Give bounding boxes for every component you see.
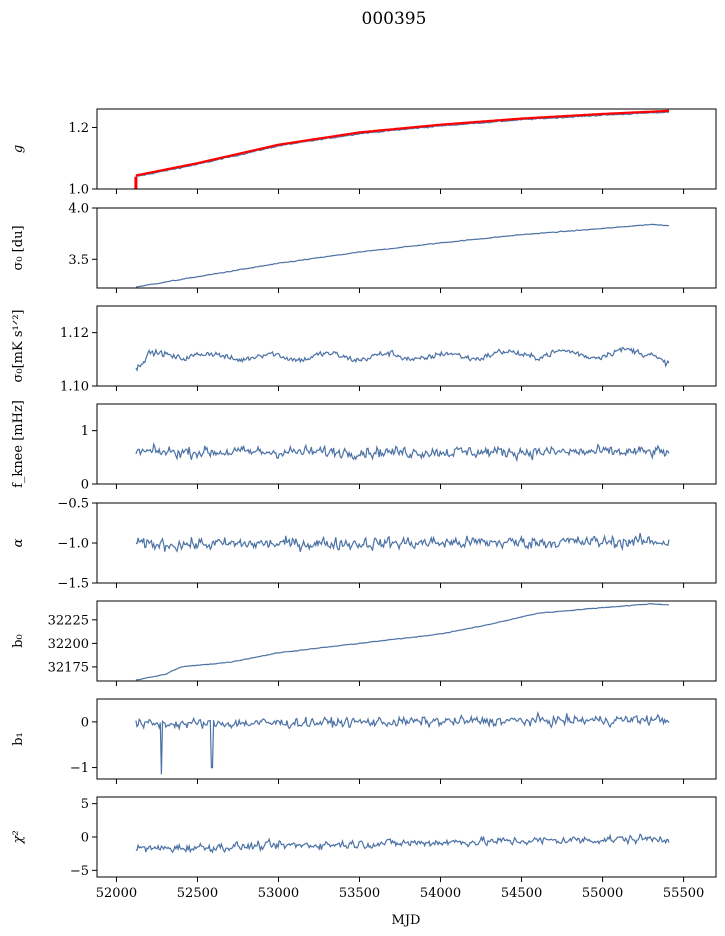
y-tick-label: −1.5 [57,577,89,592]
y-tick-label: 0 [81,478,89,493]
panel-8: −5 0 5 52000 52500 53000 53500 54000 54500 55000 5… [11,796,717,901]
y-tick-label: −5 [70,864,89,879]
figure-title: 000395 [362,9,427,29]
fit-line [135,109,670,177]
y-axis-label-1: g [11,145,26,153]
y-tick-label: 32225 [48,613,89,628]
y-tick-label: 0 [81,715,89,730]
y-axis-label-2: σ₀ [du] [11,225,26,270]
panel-frame [96,403,717,485]
panel-frame [96,796,717,878]
x-tick-label: 53000 [258,886,299,901]
panel-frame [96,698,717,780]
series-line-1 [135,111,670,177]
y-tick-label: 1 [81,424,89,439]
x-tick-label: 55000 [582,886,623,901]
y-axis-label-6: b₀ [11,634,26,648]
series-line-5 [135,532,670,553]
y-axis-label-8: χ² [11,830,26,844]
x-tick-label: 52000 [96,886,137,901]
panel-3: 1.10 1.12 σ₀[mK s¹ᐟ²] [11,305,717,395]
series-line-7 [135,710,670,775]
y-tick-label: 1.2 [68,121,89,136]
y-tick-label: −0.5 [57,497,89,512]
y-axis-label-5: α [11,538,26,547]
y-axis-label-4: f_knee [mHz] [11,400,26,488]
y-tick-label: −1.0 [57,537,89,552]
x-tick-label: 54000 [420,886,461,901]
y-tick-label: 32175 [48,660,89,675]
series-line-8 [135,833,670,855]
panel-frame [96,600,717,682]
panels: 1.0 1.2 g 3.5 4.0 σ₀ [du] 1.10 1.12 σ₀[mK s¹ᐟ²] 0… [11,108,717,901]
panel-frame [96,305,717,387]
series-line-3 [135,346,670,372]
x-tick-label: 53500 [339,886,380,901]
x-tick-label: 55500 [663,886,704,901]
panel-5: −1.5 −1.0 −0.5 α [11,497,717,592]
x-tick-label: 54500 [501,886,542,901]
series-line-2 [135,223,670,288]
panel-2: 3.5 4.0 σ₀ [du] [11,202,717,293]
series-line-6 [135,602,669,681]
y-tick-label: 32200 [48,637,89,652]
y-axis-label-3: σ₀[mK s¹ᐟ²] [11,310,26,383]
series-line-4 [135,442,670,463]
panel-6: 32175 32200 32225 b₀ [11,600,717,686]
x-axis-label: MJD [392,913,421,928]
y-tick-label: 1.0 [68,183,89,198]
panel-frame [96,108,717,190]
y-tick-label: 1.12 [60,326,89,341]
y-tick-label: 4.0 [68,202,89,217]
x-tick-label: 52500 [177,886,218,901]
y-tick-label: −1 [70,761,89,776]
panel-1: 1.0 1.2 g [11,108,717,198]
panel-7: −1 0 b₁ [11,698,717,784]
y-axis-label-7: b₁ [11,732,26,746]
y-tick-label: 5 [81,797,89,812]
y-tick-label: 3.5 [68,253,89,268]
y-tick-label: 1.10 [60,380,89,395]
y-tick-label: 0 [81,831,89,846]
panel-frame [96,207,717,289]
panel-4: 0 1 f_knee [mHz] [11,400,717,493]
